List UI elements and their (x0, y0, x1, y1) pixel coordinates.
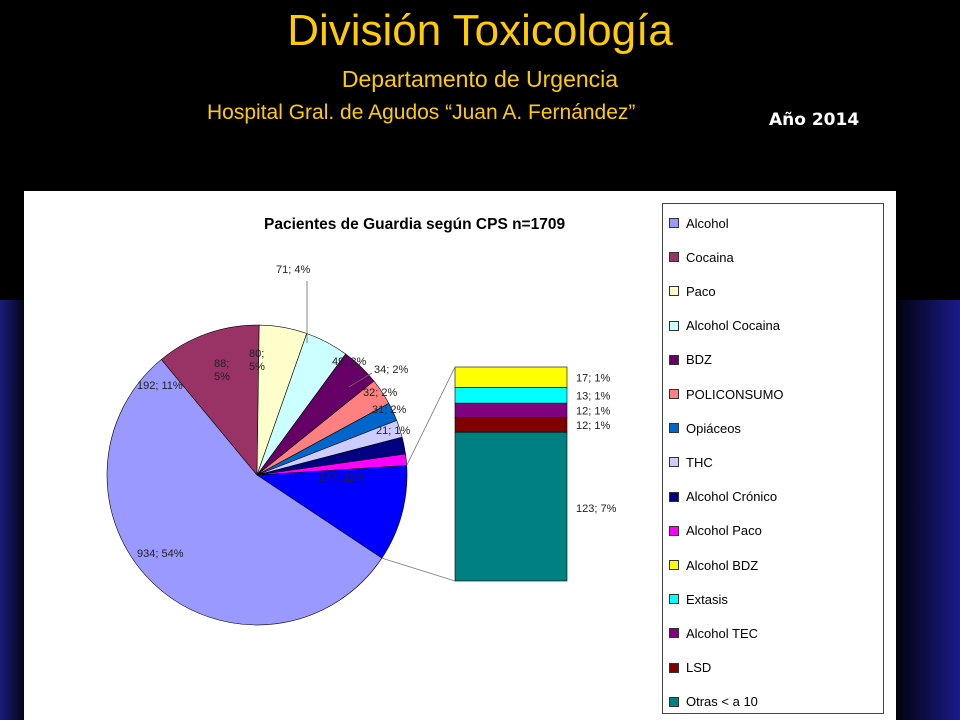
legend-label: Alcohol Cocaina (686, 318, 780, 334)
bar-segment-alcohol-bdz (454, 366, 568, 388)
chart-title: Pacientes de Guardia según CPS n=1709 (264, 216, 565, 233)
slice-label-alcohol: 934; 54% (137, 548, 184, 560)
legend-item-alcohol: Alcohol (669, 215, 729, 231)
pie-slices (106, 324, 408, 626)
bar-segment-extasis (454, 387, 568, 404)
legend-item-bdz: BDZ (669, 352, 712, 368)
legend-swatch (669, 594, 679, 605)
legend-swatch (669, 491, 679, 502)
legend-label: Cocaina (686, 249, 734, 265)
legend-swatch (669, 252, 679, 263)
slide-title: División Toxicología (287, 6, 673, 55)
legend-item-cocaina: Cocaina (669, 249, 734, 265)
legend-swatch (669, 525, 679, 536)
bar-label-lsd: 12; 1% (576, 420, 610, 432)
slice-label-alcohol-paco: 21; 1% (376, 425, 410, 437)
legend-item-alcohol-cocaina: Alcohol Cocaina (669, 318, 780, 334)
breakdown-bar (381, 366, 568, 582)
connector-bottom (381, 557, 456, 582)
legend-swatch (669, 218, 679, 228)
legend-item-policonsumo: POLICONSUMO (669, 386, 784, 402)
legend-swatch (669, 389, 679, 399)
legend-label: BDZ (686, 352, 712, 368)
hospital-name: Hospital Gral. de Agudos “Juan A. Fernán… (207, 101, 636, 124)
legend-label: THC (686, 454, 713, 470)
bar-label-alcohol-bdz: 17; 1% (576, 372, 610, 384)
pie-slice-otras-a-10 (256, 465, 408, 559)
legend-label: Otras < a 10 (686, 694, 758, 710)
right-edge-glow (890, 300, 960, 720)
legend-swatch (669, 696, 679, 707)
slice-label-alcohol-cronico: 31; 2% (372, 404, 406, 416)
legend-swatch (669, 320, 679, 331)
legend-label: Alcohol (686, 215, 729, 231)
chart-panel: Pacientes de Guardia según CPS n=1709 17… (24, 191, 896, 720)
slice-label-alcohol-cocaina: 80; 5% (249, 348, 265, 373)
legend-label: Extasis (686, 591, 728, 607)
slice-label-thc: 32; 2% (363, 387, 397, 399)
legend-label: Alcohol TEC (686, 625, 759, 641)
legend-label: Alcohol BDZ (686, 557, 759, 573)
year-label: Año 2014 (769, 110, 860, 130)
bar-label-alcohol-tec: 12; 1% (576, 405, 610, 417)
pie-slice-cocaina (160, 324, 260, 476)
slice-label-opiaceos: 34; 2% (374, 364, 408, 376)
legend-label: Alcohol Crónico (686, 489, 778, 505)
legend-swatch (669, 560, 679, 570)
legend-swatch (669, 628, 679, 639)
pie-chart: Pacientes de Guardia según CPS n=1709 17… (106, 216, 617, 626)
slide-subtitle: Departamento de Urgencia (341, 66, 619, 92)
legend-item-alcohol-paco: Alcohol Paco (669, 523, 762, 539)
legend-item-extasis: Extasis (669, 591, 728, 607)
pie-slice-alcohol (106, 359, 383, 626)
legend-item-alcohol-bdz: Alcohol BDZ (669, 557, 759, 573)
legend-swatch (669, 286, 679, 297)
data-labels: 177; 11% 934; 54% 192; 11% 88; 5% 80; 5% 71; 4%… (137, 264, 617, 560)
legend-swatch (669, 354, 679, 365)
connector-top (406, 366, 456, 466)
legend-swatch (669, 423, 679, 434)
legend-swatch (669, 662, 679, 673)
slice-label-bdz: 71; 4% (276, 264, 310, 276)
leader-line-opiaceos (348, 372, 373, 388)
bar-segment-otras-a-10 (454, 431, 568, 582)
legend-swatch (669, 457, 679, 468)
legend-item-opiaceos: Opiáceos (669, 420, 741, 436)
bar-label-otras-a-10: 123; 7% (576, 503, 617, 515)
legend-item-otras-a-10: Otras < a 10 (669, 694, 758, 710)
legend-label: Opiáceos (686, 420, 741, 436)
slice-label-cocaina: 192; 11% (137, 380, 183, 392)
legend-label: Paco (686, 283, 716, 299)
legend-label: POLICONSUMO (686, 386, 784, 402)
slice-label-policonsumo: 49; 3% (332, 356, 366, 368)
bar-segment-alcohol-tec (454, 402, 568, 418)
slice-label-otras-a-10: 177; 11% (319, 472, 365, 484)
legend-label: LSD (686, 660, 712, 676)
bar-label-extasis: 13; 1% (576, 390, 610, 402)
legend-label: Alcohol Paco (686, 523, 762, 539)
legend-item-alcohol-tec: Alcohol TEC (669, 625, 759, 641)
legend-item-lsd: LSD (669, 660, 712, 676)
bar-segment-lsd (454, 417, 568, 433)
legend-item-thc: THC (669, 454, 713, 470)
chart-legend: Alcohol Cocaina Paco Alcohol Cocaina BDZ POLI… (662, 203, 884, 714)
legend-item-paco: Paco (669, 283, 716, 299)
legend-item-alcohol-cronico: Alcohol Crónico (669, 489, 778, 505)
slice-label-paco: 88; 5% (214, 358, 230, 383)
